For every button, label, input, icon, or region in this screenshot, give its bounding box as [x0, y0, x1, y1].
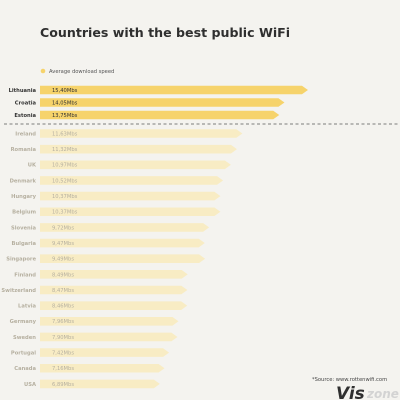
value-label: 10,37Mbs [52, 210, 78, 216]
value-label: 11,32Mbs [52, 147, 78, 153]
category-label: Denmark [10, 178, 37, 184]
category-label: Belgium [12, 210, 36, 216]
brand-logo-zone: zone [366, 387, 399, 400]
value-label: 14,05Mbs [52, 100, 78, 106]
bar-romania [40, 144, 237, 154]
category-label: Croatia [15, 100, 37, 106]
category-label: Romania [11, 147, 37, 153]
value-label: 11,63Mbs [52, 131, 78, 137]
bar-denmark [40, 176, 224, 185]
brand-logo-vis: Vis [336, 384, 365, 400]
category-label: Finland [14, 272, 36, 278]
bar-belgium [40, 207, 221, 217]
bar-singapore [40, 254, 206, 263]
legend-swatch [40, 68, 46, 74]
value-label: 9,49Mbs [52, 257, 74, 263]
bar-portugal [40, 348, 170, 357]
category-label: Hungary [11, 194, 36, 200]
bar-bulgaria [40, 238, 205, 248]
category-label: Portugal [11, 351, 36, 357]
bar-sweden [40, 332, 178, 342]
value-label: 15,40Mbs [52, 88, 78, 94]
bar-canada [40, 363, 165, 373]
value-label: 10,52Mbs [52, 178, 78, 184]
value-label: 7,42Mbs [52, 351, 74, 357]
value-label: 9,72Mbs [52, 225, 74, 231]
category-label: UK [28, 163, 37, 169]
bar-slovenia [40, 223, 210, 232]
bar-ireland [40, 129, 243, 138]
category-label: Slovenia [11, 225, 36, 231]
category-label: Ireland [15, 131, 36, 137]
category-label: Lithuania [9, 88, 37, 94]
category-label: Germany [10, 319, 37, 325]
bar-uk [40, 160, 231, 170]
category-label: Switzerland [1, 288, 36, 294]
category-label: Bulgaria [12, 241, 37, 247]
category-label: Estonia [14, 113, 36, 119]
category-label: Canada [14, 366, 36, 372]
bar-lithuania [40, 85, 308, 95]
bar-hungary [40, 191, 221, 201]
value-label: 8,47Mbs [52, 288, 74, 294]
value-label: 9,47Mbs [52, 241, 74, 247]
category-label: Sweden [13, 335, 36, 341]
source-note: *Source: www.rottenwifi.com [312, 377, 387, 383]
value-label: 6,89Mbs [52, 382, 74, 388]
value-label: 7,96Mbs [52, 319, 74, 325]
chart-title: Countries with the best public WiFi [40, 25, 290, 40]
bar-usa [40, 379, 160, 389]
value-label: 8,49Mbs [52, 272, 74, 278]
bar-switzerland [40, 285, 188, 295]
value-label: 8,46Mbs [52, 304, 74, 310]
legend-label: Average download speed [49, 69, 114, 75]
category-label: Latvia [18, 304, 36, 310]
bar-group: Lithuania 15,40Mbs Croatia 14,05Mbs Estonia 1… [1, 85, 308, 389]
category-label: USA [24, 382, 36, 388]
value-label: 13,75Mbs [52, 113, 78, 119]
value-label: 7,90Mbs [52, 335, 74, 341]
bar-finland [40, 270, 188, 279]
bar-germany [40, 317, 179, 326]
bar-estonia [40, 110, 280, 120]
bar-latvia [40, 301, 188, 310]
value-label: 10,37Mbs [52, 194, 78, 200]
value-label: 7,16Mbs [52, 366, 74, 372]
bar-croatia [40, 98, 285, 107]
category-label: Singapore [6, 257, 36, 263]
value-label: 10,97Mbs [52, 163, 78, 169]
